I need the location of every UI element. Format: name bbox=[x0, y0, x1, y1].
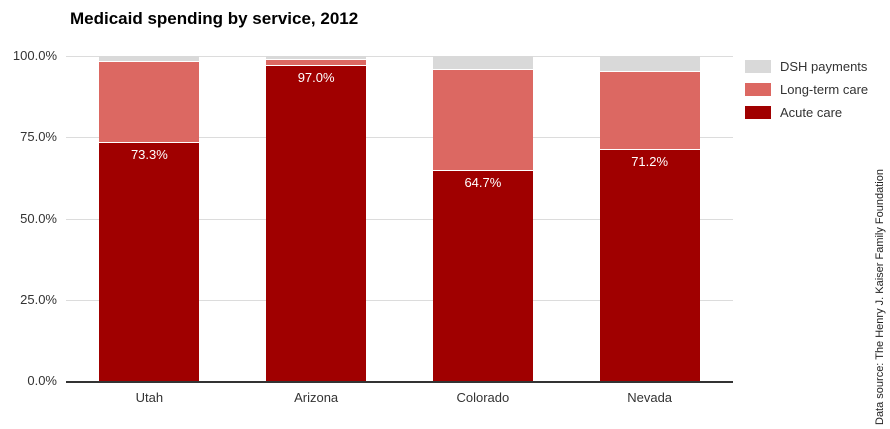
legend-label-dsh-payments: DSH payments bbox=[780, 59, 868, 74]
legend: DSH payments Long-term care Acute care bbox=[745, 55, 868, 124]
bar-arizona-long-term-care[interactable] bbox=[266, 59, 367, 66]
y-axis-tick-25: 25.0% bbox=[20, 291, 57, 307]
bar-colorado-acute-care[interactable]: 64.7% bbox=[432, 170, 533, 381]
y-axis: 0.0% 25.0% 50.0% 75.0% 100.0% bbox=[0, 49, 57, 388]
legend-item-dsh-payments: DSH payments bbox=[745, 55, 868, 78]
y-axis-tick-50: 50.0% bbox=[20, 210, 57, 226]
bar-group-utah: 73.3% bbox=[99, 56, 200, 381]
bar-group-arizona: 97.0% bbox=[266, 56, 367, 381]
x-axis-label-colorado: Colorado bbox=[456, 390, 510, 405]
y-axis-tick-75: 75.0% bbox=[20, 129, 57, 145]
chart-title: Medicaid spending by service, 2012 bbox=[70, 9, 359, 28]
y-axis-tick-0: 0.0% bbox=[27, 373, 57, 388]
bar-utah-dsh-payments[interactable] bbox=[99, 56, 200, 62]
bar-colorado-long-term-care[interactable] bbox=[432, 70, 533, 171]
y-axis-tick-100: 100.0% bbox=[12, 48, 57, 63]
legend-swatch-dsh-payments bbox=[745, 60, 771, 73]
bar-colorado-dsh-payments[interactable] bbox=[432, 56, 533, 71]
bar-utah-acute-care[interactable]: 73.3% bbox=[99, 142, 200, 381]
gridline-25 bbox=[66, 299, 733, 301]
legend-swatch-acute-care bbox=[745, 106, 771, 119]
bar-value-label-nevada: 71.2% bbox=[631, 153, 669, 169]
legend-label-long-term-care: Long-term care bbox=[780, 82, 869, 97]
x-axis-label-nevada: Nevada bbox=[627, 390, 673, 405]
bar-arizona-acute-care[interactable]: 97.0% bbox=[266, 65, 367, 381]
bar-group-nevada: 71.2% bbox=[599, 56, 700, 381]
x-axis-label-utah: Utah bbox=[135, 390, 164, 405]
legend-item-long-term-care: Long-term care bbox=[745, 78, 868, 101]
bar-value-label-arizona: 97.0% bbox=[297, 69, 335, 85]
source-note: Data source: The Henry J. Kaiser Family … bbox=[874, 169, 886, 425]
bar-nevada-long-term-care[interactable] bbox=[599, 71, 700, 150]
bar-group-colorado: 64.7% bbox=[432, 56, 533, 381]
bar-nevada-acute-care[interactable]: 71.2% bbox=[599, 149, 700, 381]
bar-value-label-colorado: 64.7% bbox=[464, 174, 502, 190]
legend-label-acute-care: Acute care bbox=[780, 105, 843, 120]
x-axis: Utah Arizona Colorado Nevada bbox=[66, 390, 733, 410]
bar-utah-long-term-care[interactable] bbox=[99, 61, 200, 143]
legend-swatch-long-term-care bbox=[745, 83, 771, 96]
bar-arizona-dsh-payments[interactable] bbox=[266, 56, 367, 60]
gridline-75 bbox=[66, 137, 733, 139]
plot-area: 73.3% 97.0% 64.7% 71.2% bbox=[66, 56, 733, 383]
x-axis-label-arizona: Arizona bbox=[294, 390, 339, 405]
bar-nevada-dsh-payments[interactable] bbox=[599, 56, 700, 72]
gridline-100 bbox=[66, 56, 733, 57]
bar-value-label-utah: 73.3% bbox=[130, 146, 168, 162]
gridline-50 bbox=[66, 218, 733, 220]
legend-item-acute-care: Acute care bbox=[745, 101, 868, 124]
